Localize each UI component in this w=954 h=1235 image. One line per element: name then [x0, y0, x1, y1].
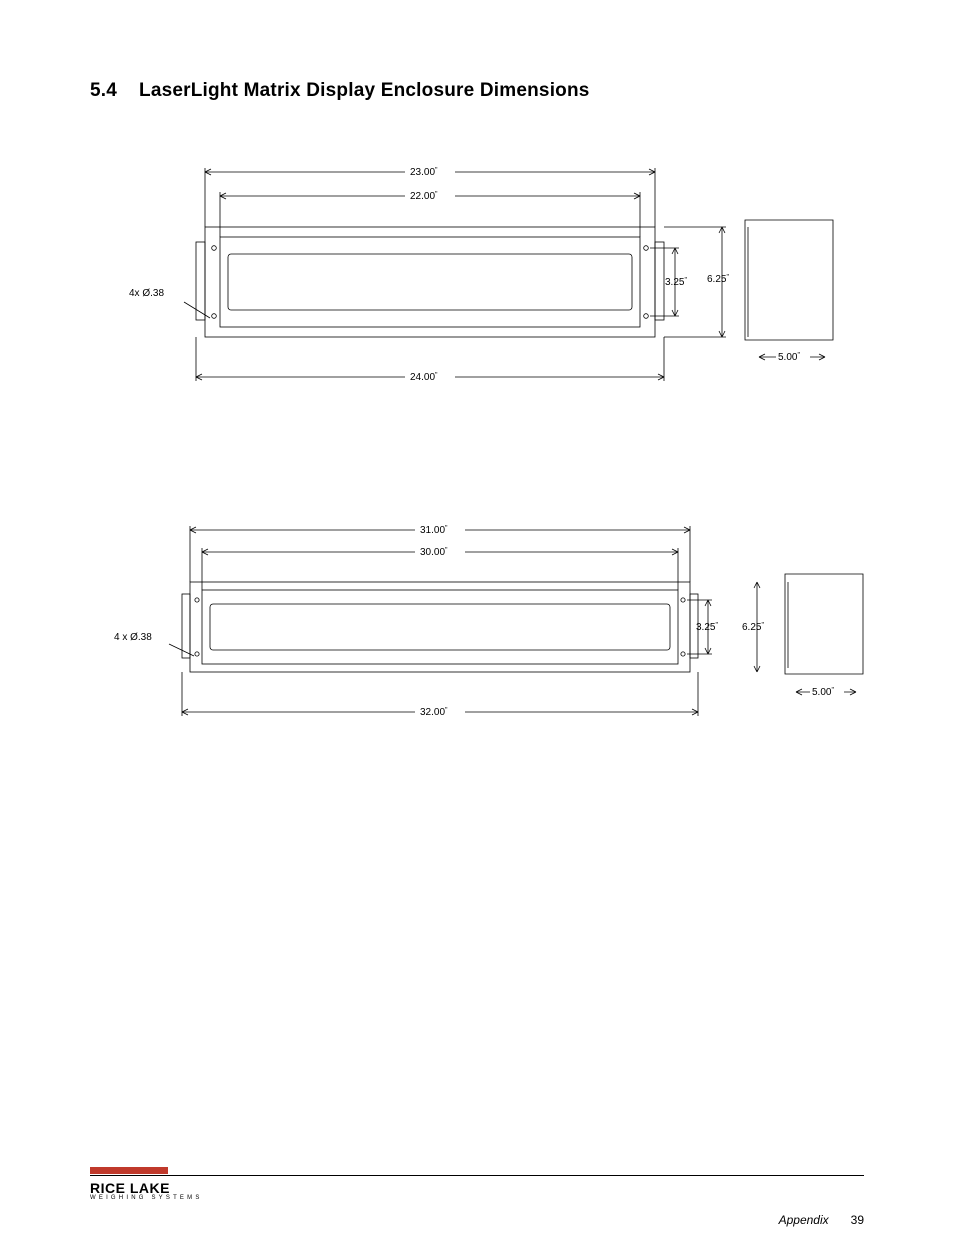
dim-h-inner-1: 3.25" [665, 277, 687, 288]
dim-h-outer-1: 6.25" [707, 274, 729, 285]
dim-h-inner-2: 3.25" [696, 622, 718, 633]
dim-bottom-1: 24.00" [410, 372, 438, 383]
dim-top-outer-2: 31.00" [420, 525, 448, 536]
dim-depth-2: 5.00" [812, 687, 834, 698]
heading-title: LaserLight Matrix Display Enclosure Dime… [139, 80, 590, 101]
heading-number: 5.4 [90, 80, 117, 101]
dim-top-outer-1: 23.00" [410, 167, 438, 178]
dim-top-inner-1: 22.00" [410, 191, 438, 202]
dim-bottom-2: 32.00" [420, 707, 448, 718]
dim-h-outer-2: 6.25" [742, 622, 764, 633]
brand-tagline: WEIGHING SYSTEMS [90, 1195, 864, 1201]
footer-rule [90, 1175, 864, 1176]
page-number: 39 [851, 1213, 864, 1227]
hole-note-2: 4 x Ø.38 [114, 632, 152, 643]
page-footer: RICE LAKE WEIGHING SYSTEMS Appendix39 [90, 1167, 864, 1201]
enclosure-diagram-2: 31.00" 30.00" 32.00" 3.25" 6.25" 5.00" 4… [90, 512, 864, 742]
section-heading: 5.4 LaserLight Matrix Display Enclosure D… [90, 80, 864, 102]
enclosure-diagram-1: 23.00" 22.00" 24.00" 3.25" 6.25" 5.00" 4… [110, 152, 864, 402]
dim-depth-1: 5.00" [778, 352, 800, 363]
dim-top-inner-2: 30.00" [420, 547, 448, 558]
footer-section: Appendix [779, 1213, 829, 1227]
brand-logo: RICE LAKE [90, 1180, 864, 1196]
hole-note-1: 4x Ø.38 [129, 288, 164, 299]
footer-accent-bar [90, 1167, 168, 1174]
